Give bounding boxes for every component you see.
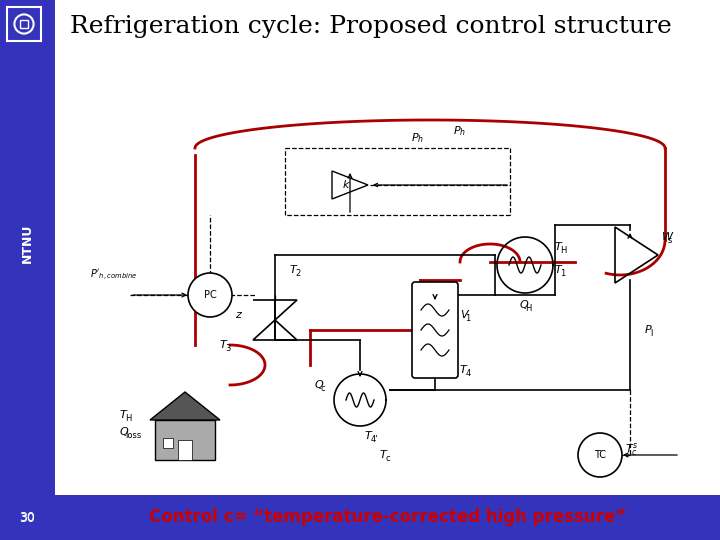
Text: 4: 4 (465, 369, 470, 377)
Text: W: W (662, 232, 673, 242)
Text: 2: 2 (295, 269, 300, 278)
Text: TC: TC (594, 450, 606, 460)
Text: 3: 3 (225, 343, 230, 353)
Text: NTNU: NTNU (21, 224, 34, 262)
Text: Control c= “temperature-corrected high pressure”: Control c= “temperature-corrected high p… (149, 509, 626, 526)
Text: s: s (667, 235, 672, 245)
Text: 1: 1 (560, 269, 565, 278)
Text: H: H (560, 246, 567, 255)
Text: T: T (555, 242, 562, 252)
Text: $T_c^s$: $T_c^s$ (625, 442, 639, 458)
Text: $P_h$: $P_h$ (411, 131, 424, 145)
Text: z: z (235, 310, 241, 320)
Text: 30: 30 (19, 511, 35, 524)
Text: T: T (220, 340, 227, 350)
Text: 4': 4' (370, 435, 378, 444)
Circle shape (578, 433, 622, 477)
Text: PC: PC (204, 290, 217, 300)
Text: l: l (650, 329, 652, 338)
Text: Q: Q (520, 300, 528, 310)
Circle shape (14, 15, 34, 33)
FancyBboxPatch shape (412, 282, 458, 378)
Text: Refrigeration cycle: Proposed control structure: Refrigeration cycle: Proposed control st… (70, 15, 672, 38)
FancyBboxPatch shape (19, 19, 28, 28)
Text: $P'_{h,combine}$: $P'_{h,combine}$ (90, 267, 138, 282)
Text: T: T (555, 265, 562, 275)
Text: $P_h$: $P_h$ (454, 124, 467, 138)
Text: loss: loss (125, 431, 141, 440)
Text: V: V (460, 310, 467, 320)
Text: Q: Q (120, 427, 129, 437)
Text: H: H (525, 303, 531, 313)
Bar (0, 0, 55, 540)
Polygon shape (150, 392, 220, 420)
Text: c: c (320, 384, 325, 393)
Circle shape (188, 273, 232, 317)
Bar (178, 440, 192, 460)
FancyBboxPatch shape (7, 7, 41, 41)
Bar (163, 438, 173, 448)
Text: P: P (645, 325, 652, 335)
Text: H: H (125, 414, 132, 423)
Text: T: T (120, 410, 127, 420)
Bar (0, 495, 720, 540)
Text: T: T (380, 450, 387, 460)
Bar (155, 420, 215, 460)
Text: T: T (365, 431, 372, 441)
Text: Q: Q (315, 380, 324, 390)
Text: 1: 1 (465, 314, 470, 323)
Text: T: T (460, 365, 467, 375)
Text: k: k (343, 180, 349, 190)
Text: T: T (290, 265, 297, 275)
Text: 30: 30 (19, 512, 35, 525)
Text: c: c (385, 454, 390, 463)
